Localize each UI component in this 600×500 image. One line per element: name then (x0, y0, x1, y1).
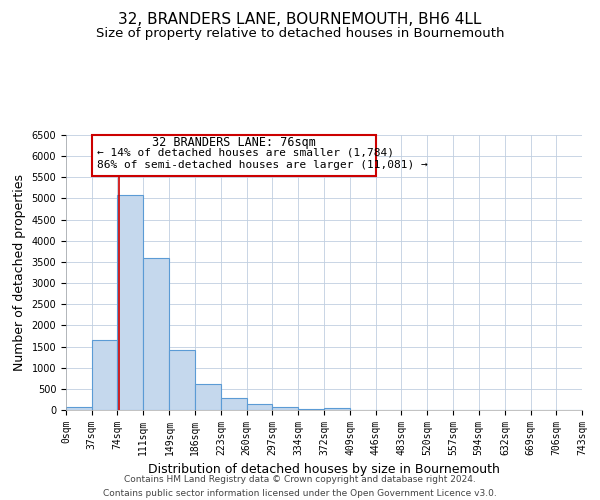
Bar (92, 135, 376, 176)
Text: 32 BRANDERS LANE: 76sqm: 32 BRANDERS LANE: 76sqm (152, 136, 316, 149)
Y-axis label: Number of detached properties: Number of detached properties (13, 174, 26, 371)
X-axis label: Distribution of detached houses by size in Bournemouth: Distribution of detached houses by size … (148, 464, 500, 476)
Bar (298, 408, 325, 410)
Text: 86% of semi-detached houses are larger (11,081) →: 86% of semi-detached houses are larger (… (97, 160, 428, 170)
Text: ← 14% of detached houses are smaller (1,784): ← 14% of detached houses are smaller (1,… (97, 148, 394, 158)
Bar (66, 408, 92, 410)
Bar (195, 384, 221, 410)
Bar (247, 404, 272, 410)
Text: Contains HM Land Registry data © Crown copyright and database right 2024.
Contai: Contains HM Land Registry data © Crown c… (103, 476, 497, 498)
Text: Size of property relative to detached houses in Bournemouth: Size of property relative to detached ho… (96, 28, 504, 40)
Bar (325, 408, 350, 410)
Bar (118, 195, 143, 410)
Bar (221, 398, 247, 410)
Bar (272, 406, 298, 410)
Text: 32, BRANDERS LANE, BOURNEMOUTH, BH6 4LL: 32, BRANDERS LANE, BOURNEMOUTH, BH6 4LL (118, 12, 482, 28)
Bar (169, 350, 195, 410)
Bar (92, 340, 118, 410)
Bar (143, 258, 169, 410)
